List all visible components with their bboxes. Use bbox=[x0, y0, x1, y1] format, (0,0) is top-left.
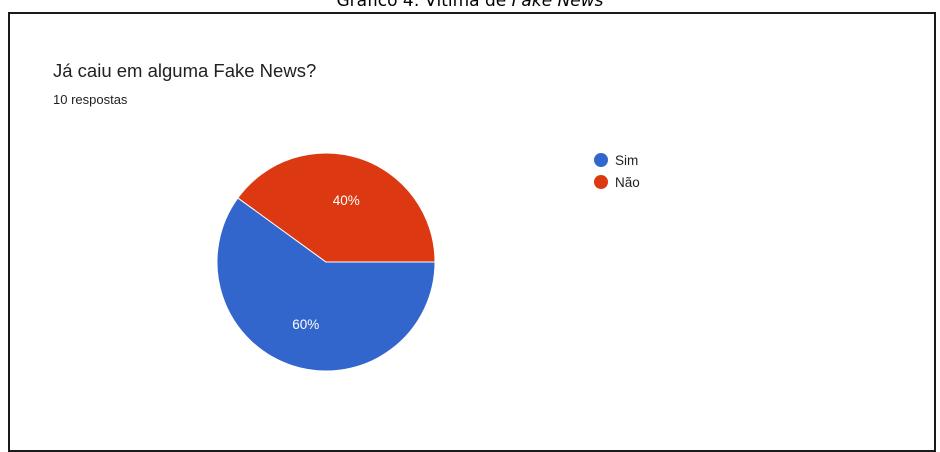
pie-slice-nao[interactable] bbox=[237, 152, 436, 263]
legend-swatch-sim bbox=[594, 153, 608, 167]
legend-item-sim[interactable]: Sim bbox=[594, 149, 640, 171]
question-title: Já caiu em alguma Fake News? bbox=[53, 60, 317, 81]
slice-label-sim: 60% bbox=[292, 317, 319, 332]
legend-label-nao: Não bbox=[615, 174, 640, 190]
caption-emphasis: Fake News bbox=[511, 0, 604, 11]
figure-caption: Gráfico 4: Vítima de Fake News bbox=[0, 0, 940, 11]
legend-label-sim: Sim bbox=[615, 152, 639, 168]
legend-item-nao[interactable]: Não bbox=[594, 171, 640, 193]
response-count: 10 respostas bbox=[53, 92, 128, 107]
slice-label-nao: 40% bbox=[333, 193, 360, 208]
chart-frame bbox=[8, 12, 936, 452]
pie-slice-sim[interactable] bbox=[216, 197, 436, 372]
pie-chart: 60% 40% bbox=[216, 152, 436, 372]
caption-prefix: Gráfico 4: Vítima de bbox=[336, 0, 512, 11]
chart-legend: Sim Não bbox=[594, 149, 640, 193]
legend-swatch-nao bbox=[594, 175, 608, 189]
